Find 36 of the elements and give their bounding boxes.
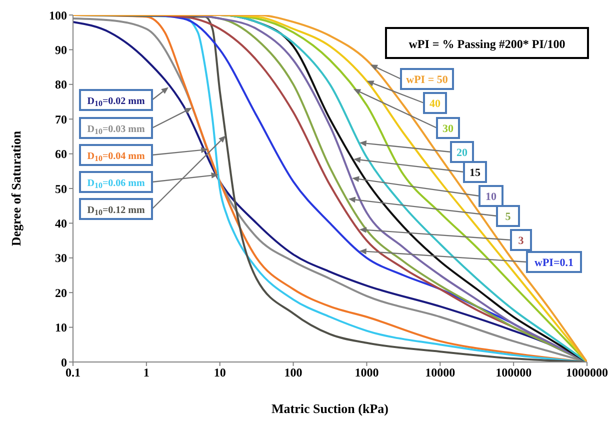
- y-tick-label: 80: [55, 78, 67, 92]
- series-label: wPI = 50: [406, 74, 448, 86]
- y-tick-label: 90: [55, 42, 67, 57]
- y-tick-label: 40: [55, 216, 67, 230]
- text: D$_{10}$=0.03 mm: [87, 124, 146, 136]
- y-axis-title: Degree of Saturation: [8, 130, 24, 246]
- x-tick-label: 100: [284, 366, 302, 380]
- x-tick-label: 100000: [496, 366, 532, 380]
- y-tick-label: 50: [55, 182, 67, 196]
- x-tick-label: 1000000: [566, 366, 608, 380]
- y-tick-label: 100: [49, 8, 67, 22]
- text: 30: [442, 123, 454, 135]
- x-tick-label: 1: [143, 366, 150, 380]
- x-tick-label: 10000: [425, 366, 456, 380]
- x-tick-label: 10: [214, 366, 226, 380]
- y-tick-label: 10: [55, 320, 67, 335]
- text: 10: [486, 191, 497, 203]
- text: wPI=0.1: [534, 257, 574, 269]
- text: D$_{10}$=0.06 mm: [87, 178, 146, 190]
- y-tick-label: 20: [55, 286, 67, 300]
- y-tick-label: 30: [55, 251, 67, 266]
- x-tick-label: 1000: [354, 366, 379, 380]
- y-tick-label: 0: [61, 355, 67, 370]
- y-tick-label: 70: [55, 112, 67, 126]
- text: 15: [470, 167, 481, 179]
- x-axis-title: Matric Suction (kPa): [272, 401, 388, 416]
- text: D$_{10}$=0.02 mm: [87, 96, 146, 108]
- text: 5: [505, 211, 512, 223]
- text: 40: [430, 98, 441, 110]
- x-tick-label: 0.1: [66, 366, 80, 380]
- annotation: wPI = % Passing #200* PI/100: [408, 37, 566, 51]
- text: 3: [518, 235, 524, 247]
- text: 20: [456, 147, 468, 159]
- text: D$_{10}$=0.04 mm: [87, 151, 146, 164]
- text: D$_{10}$=0.12 mm: [87, 205, 146, 218]
- y-tick-label: 60: [55, 147, 67, 162]
